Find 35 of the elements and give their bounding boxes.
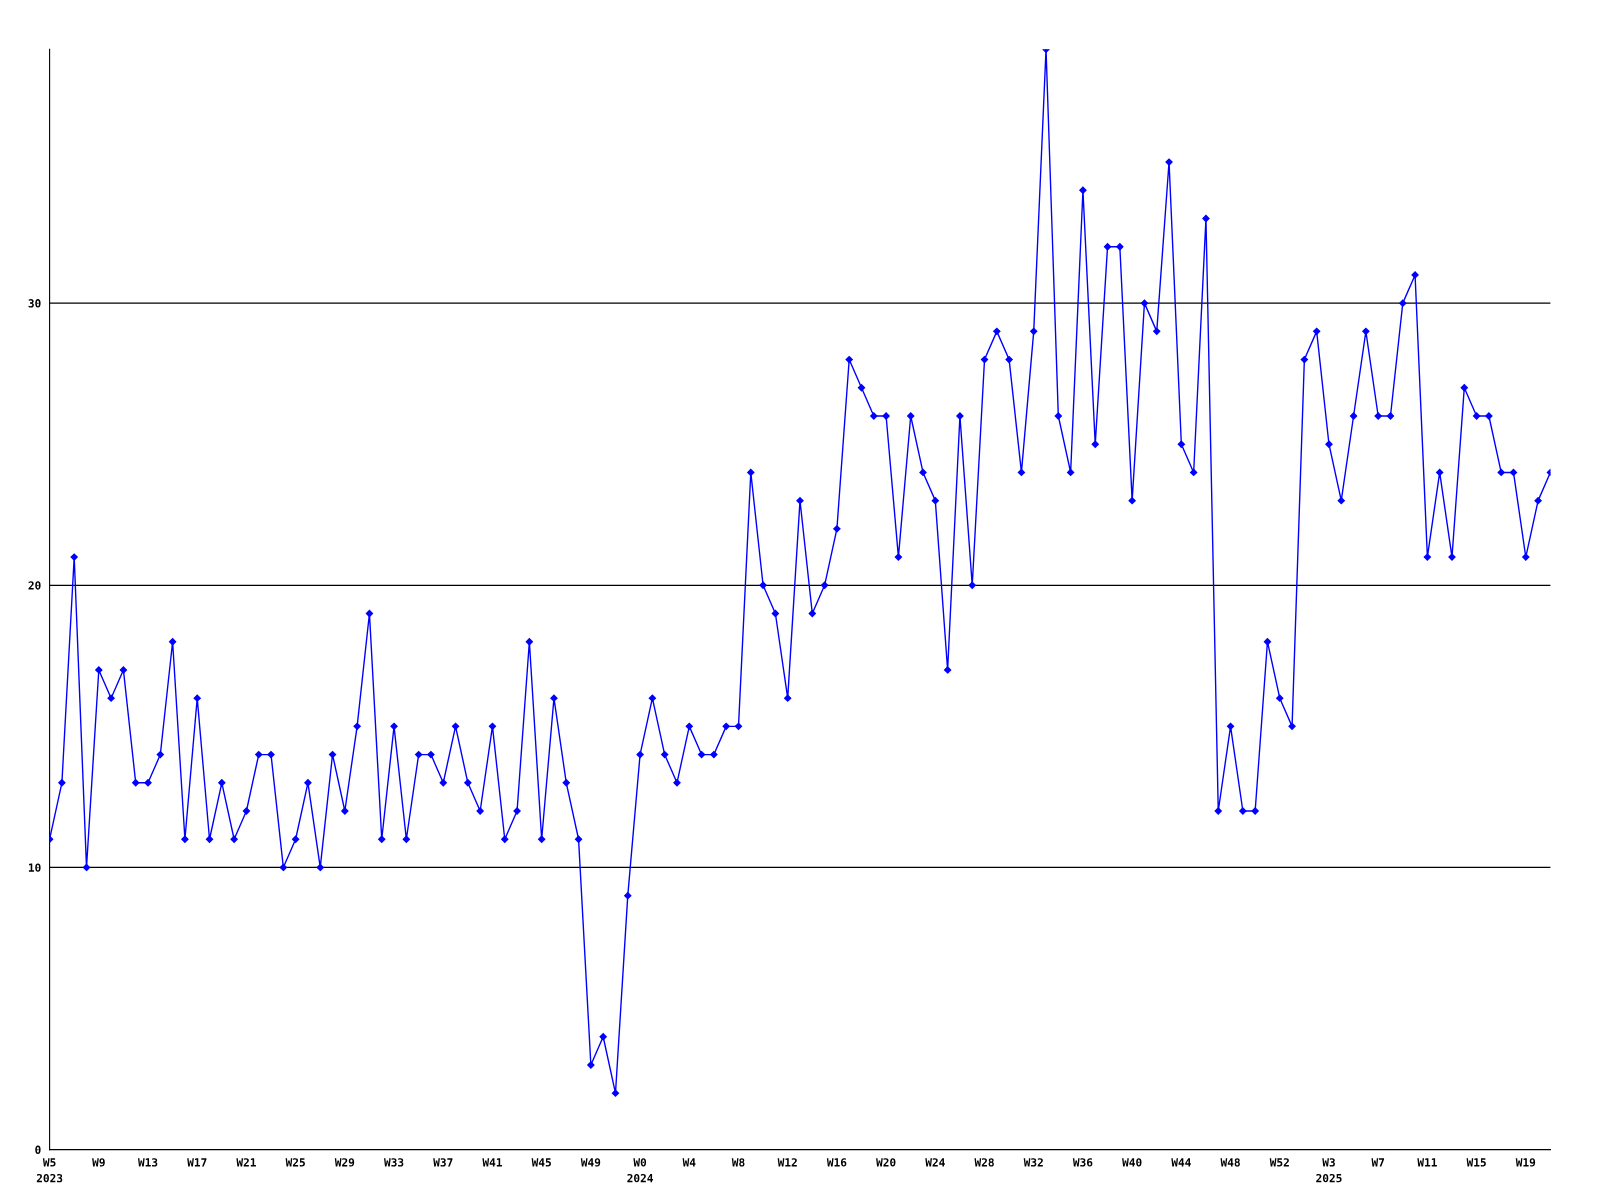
y-tick-label: 20 — [28, 581, 41, 590]
x-tick-label: W9 — [92, 1158, 105, 1167]
x-tick-label: W19 — [1515, 1158, 1536, 1167]
x-tick-label: W48 — [1220, 1158, 1240, 1167]
x-tick-label: W5 2023 — [36, 1158, 63, 1183]
x-tick-label: W41 — [482, 1158, 502, 1167]
x-tick-label: W28 — [974, 1158, 994, 1167]
x-tick-label: W44 — [1171, 1158, 1191, 1167]
x-tick-label: W13 — [137, 1158, 158, 1167]
x-tick-label: W3 2025 — [1316, 1158, 1342, 1183]
x-tick-label: W24 — [925, 1158, 945, 1167]
x-tick-label: W25 — [285, 1158, 305, 1167]
x-tick-label: W49 — [580, 1158, 601, 1167]
x-tick-label: W21 — [236, 1158, 256, 1167]
x-tick-label: W45 — [531, 1158, 551, 1167]
x-tick-label: W52 — [1269, 1158, 1289, 1167]
x-tick-label: W7 — [1371, 1158, 1385, 1167]
x-tick-label: W15 — [1466, 1158, 1486, 1167]
x-tick-label: W17 — [187, 1158, 207, 1167]
x-tick-label: W11 — [1417, 1158, 1437, 1167]
y-tick-label: 30 — [28, 299, 41, 308]
x-tick-label: W20 — [876, 1158, 896, 1167]
x-tick-label: W0 2024 — [627, 1158, 653, 1183]
x-tick-label: W37 — [433, 1158, 453, 1167]
x-tick-label: W36 — [1072, 1158, 1093, 1167]
x-tick-label: W33 — [384, 1158, 404, 1167]
y-tick-label: 10 — [28, 863, 41, 872]
x-tick-label: W4 — [682, 1158, 696, 1167]
x-tick-label: W40 — [1122, 1158, 1142, 1167]
y-tick-label: 0 — [35, 1145, 41, 1154]
x-tick-label: W29 — [334, 1158, 355, 1167]
x-tick-label: W8 — [731, 1158, 745, 1167]
x-tick-label: W32 — [1023, 1158, 1043, 1167]
x-tick-label: W12 — [777, 1158, 797, 1167]
x-tick-label: W16 — [826, 1158, 847, 1167]
